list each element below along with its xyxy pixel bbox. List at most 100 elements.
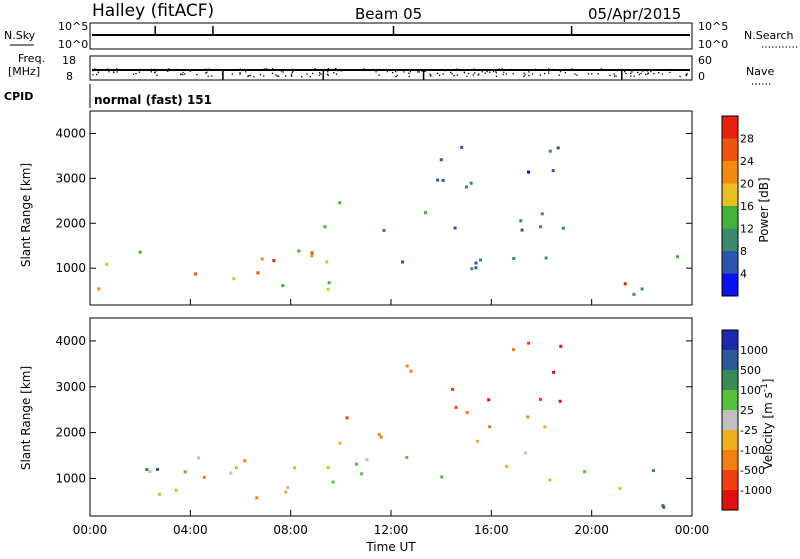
- nave-dot: [239, 68, 241, 70]
- nave-dot: [642, 70, 644, 72]
- data-cell: [382, 229, 386, 232]
- nave-dot: [613, 73, 615, 75]
- velocity-colorbar: 1000 500 100 25 -25 -100 -500 -1000: [721, 329, 772, 511]
- nave-dot: [559, 71, 562, 73]
- data-cell: [183, 470, 187, 474]
- nave-dot: [291, 75, 293, 77]
- data-cell: [539, 225, 543, 229]
- nave-dot: [477, 74, 479, 76]
- nave-dot: [558, 74, 560, 76]
- nave-dot: [275, 74, 277, 76]
- time-axis: 00:00 04:00 08:00 12:00 16:00 20:00 00:00: [73, 299, 709, 537]
- nave-dot: [334, 68, 337, 70]
- data-cell: [548, 478, 552, 482]
- nave-dot: [564, 69, 566, 71]
- colorbar-swatch: [722, 138, 738, 162]
- data-cell: [470, 267, 474, 271]
- colorbar-tick-label: 25: [740, 404, 754, 417]
- nave-dot: [669, 71, 671, 74]
- data-cell: [243, 459, 247, 463]
- nave-dot: [239, 72, 241, 74]
- nave-dot: [380, 69, 383, 71]
- data-cell: [556, 146, 560, 150]
- nave-tick-bottom: 0: [698, 70, 705, 83]
- nave-dot: [630, 72, 632, 74]
- colorbar-tick-label: 1000: [740, 344, 768, 357]
- nsearch-tick-bottom: 10^0: [698, 38, 728, 51]
- nsky-panel: [89, 22, 693, 50]
- data-cell: [451, 387, 455, 391]
- data-cell: [326, 466, 330, 470]
- nave-dot: [206, 71, 208, 73]
- nave-dot: [528, 75, 530, 77]
- data-cell: [661, 504, 665, 508]
- data-cell: [145, 468, 149, 471]
- x-tick-label: 08:00: [273, 523, 308, 537]
- data-cell: [148, 470, 152, 474]
- nave-dot: [679, 75, 681, 77]
- data-cell: [519, 219, 523, 223]
- nave-dot: [272, 68, 274, 70]
- nave-dot: [403, 71, 405, 73]
- nsky-tick-top: 10^5: [58, 20, 88, 33]
- nave-dot: [474, 72, 476, 74]
- nave-dot: [657, 69, 659, 71]
- nave-dot: [182, 71, 184, 74]
- nave-dot: [155, 70, 157, 72]
- nave-dot: [301, 69, 303, 71]
- cpid-text: normal (fast) 151: [94, 93, 212, 107]
- nave-dot: [493, 70, 495, 73]
- nave-dot: [135, 72, 137, 75]
- colorbar-tick-label: 24: [740, 155, 754, 168]
- nave-dot: [473, 68, 476, 70]
- nave-dot: [356, 69, 358, 71]
- nave-dot: [271, 72, 274, 74]
- nsky-label: N.Sky: [4, 29, 36, 42]
- nave-dot: [551, 69, 553, 71]
- data-cell: [640, 287, 644, 291]
- nave-dot: [633, 75, 635, 77]
- nave-dot: [463, 71, 465, 73]
- data-cell: [377, 433, 381, 436]
- nave-dot: [126, 69, 128, 71]
- nave-dot: [442, 73, 444, 75]
- nave-dot: [150, 68, 152, 70]
- nave-dot: [278, 75, 280, 77]
- nave-dot: [617, 68, 619, 71]
- nave-dot: [291, 68, 293, 71]
- data-cell: [460, 145, 464, 149]
- data-cell: [310, 251, 314, 255]
- data-cell: [338, 441, 342, 445]
- colorbar-tick-label: 100: [740, 384, 761, 397]
- data-cell: [488, 425, 492, 429]
- nave-dot: [531, 73, 534, 75]
- nave-dot: [424, 70, 426, 73]
- nave-dot: [392, 71, 394, 74]
- colorbar-swatch: [722, 116, 738, 139]
- nave-dot: [661, 73, 664, 75]
- data-cell: [512, 256, 516, 260]
- nave-dot: [175, 69, 177, 71]
- nave-dot: [624, 71, 626, 73]
- nave-dot: [523, 75, 525, 77]
- freq-label: Freq.: [18, 52, 45, 65]
- data-cell: [559, 344, 563, 348]
- data-cell: [652, 469, 655, 473]
- data-cell: [156, 467, 159, 471]
- nave-dot: [276, 75, 278, 77]
- nave-dot: [495, 72, 497, 74]
- data-cell: [409, 369, 413, 373]
- nave-dot: [429, 68, 431, 71]
- data-cell: [453, 226, 457, 230]
- nave-dot: [113, 71, 115, 73]
- data-cell: [232, 277, 236, 281]
- data-cell: [479, 258, 482, 262]
- data-cell: [272, 259, 276, 263]
- nave-dot: [116, 71, 118, 73]
- data-cell: [505, 465, 509, 468]
- nave-dot: [248, 75, 250, 77]
- power-panel-frame: [89, 110, 693, 306]
- data-cell: [561, 226, 565, 230]
- data-cell: [544, 256, 548, 260]
- velocity-ylabel: Slant Range [km]: [19, 366, 33, 470]
